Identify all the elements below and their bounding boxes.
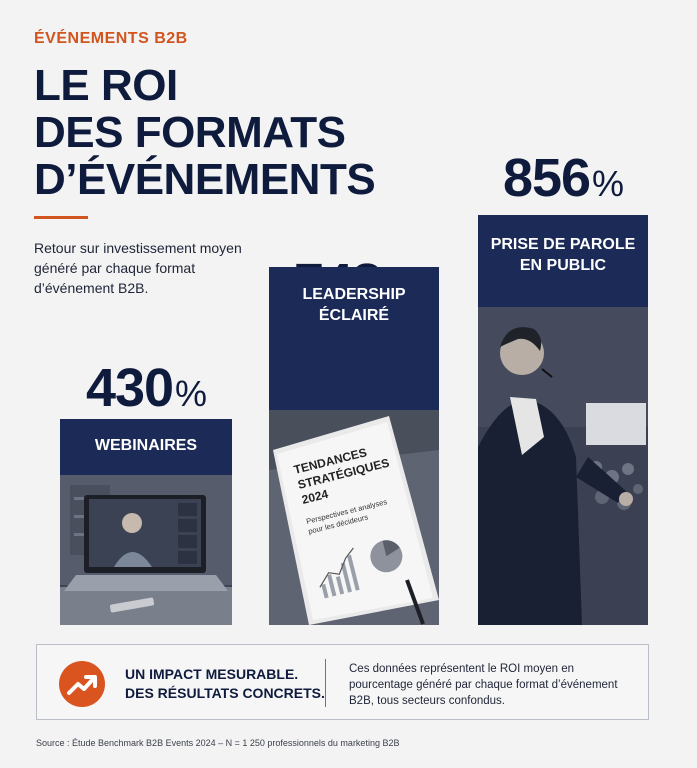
impact-callout: UN IMPACT MESURABLE. DES RÉSULTATS CONCR… [36,644,649,720]
impact-divider [325,659,326,707]
title-line: D’ÉVÉNEMENTS [34,155,376,204]
impact-description: Ces données représentent le ROI moyen en… [349,663,618,707]
trend-up-arrow-icon [59,661,105,707]
report-title-line: 2024 [300,487,330,507]
bar-category-label: WEBINAIRES [94,437,198,454]
bar: LEADERSHIP ÉCLAIRÉ TENDANCES STRATÉGIQUE… [269,267,439,625]
bar-value-label: 430% [85,358,207,418]
title-divider [34,216,88,219]
eyebrow-label: ÉVÉNEMENTS B2B [34,30,188,47]
page-title: LE ROI DES FORMATS D’ÉVÉNEMENTS [34,61,376,204]
chart-subtitle: Retour sur investissement moyen généré p… [34,240,242,296]
bar: PRISE DE PAROLE EN PUBLIC [478,215,648,625]
impact-headline: UN IMPACT MESURABLE. DES RÉSULTATS CONCR… [125,666,325,701]
bar-value-label: 856% [502,148,624,208]
bar-category-label: LEADERSHIP ÉCLAIRÉ [302,286,406,324]
speaker-on-stage-illustration [478,307,648,625]
bar: WEBINAIRES [60,419,232,625]
title-line: LE ROI [34,61,178,110]
title-line: DES FORMATS [34,108,346,157]
report-book-illustration: TENDANCES STRATÉGIQUES 2024 Perspectives… [269,410,439,625]
webinar-laptop-illustration [60,475,232,625]
source-note: Source : Étude Benchmark B2B Events 2024… [36,738,400,748]
bar-category-label: PRISE DE PAROLE EN PUBLIC [490,236,636,274]
